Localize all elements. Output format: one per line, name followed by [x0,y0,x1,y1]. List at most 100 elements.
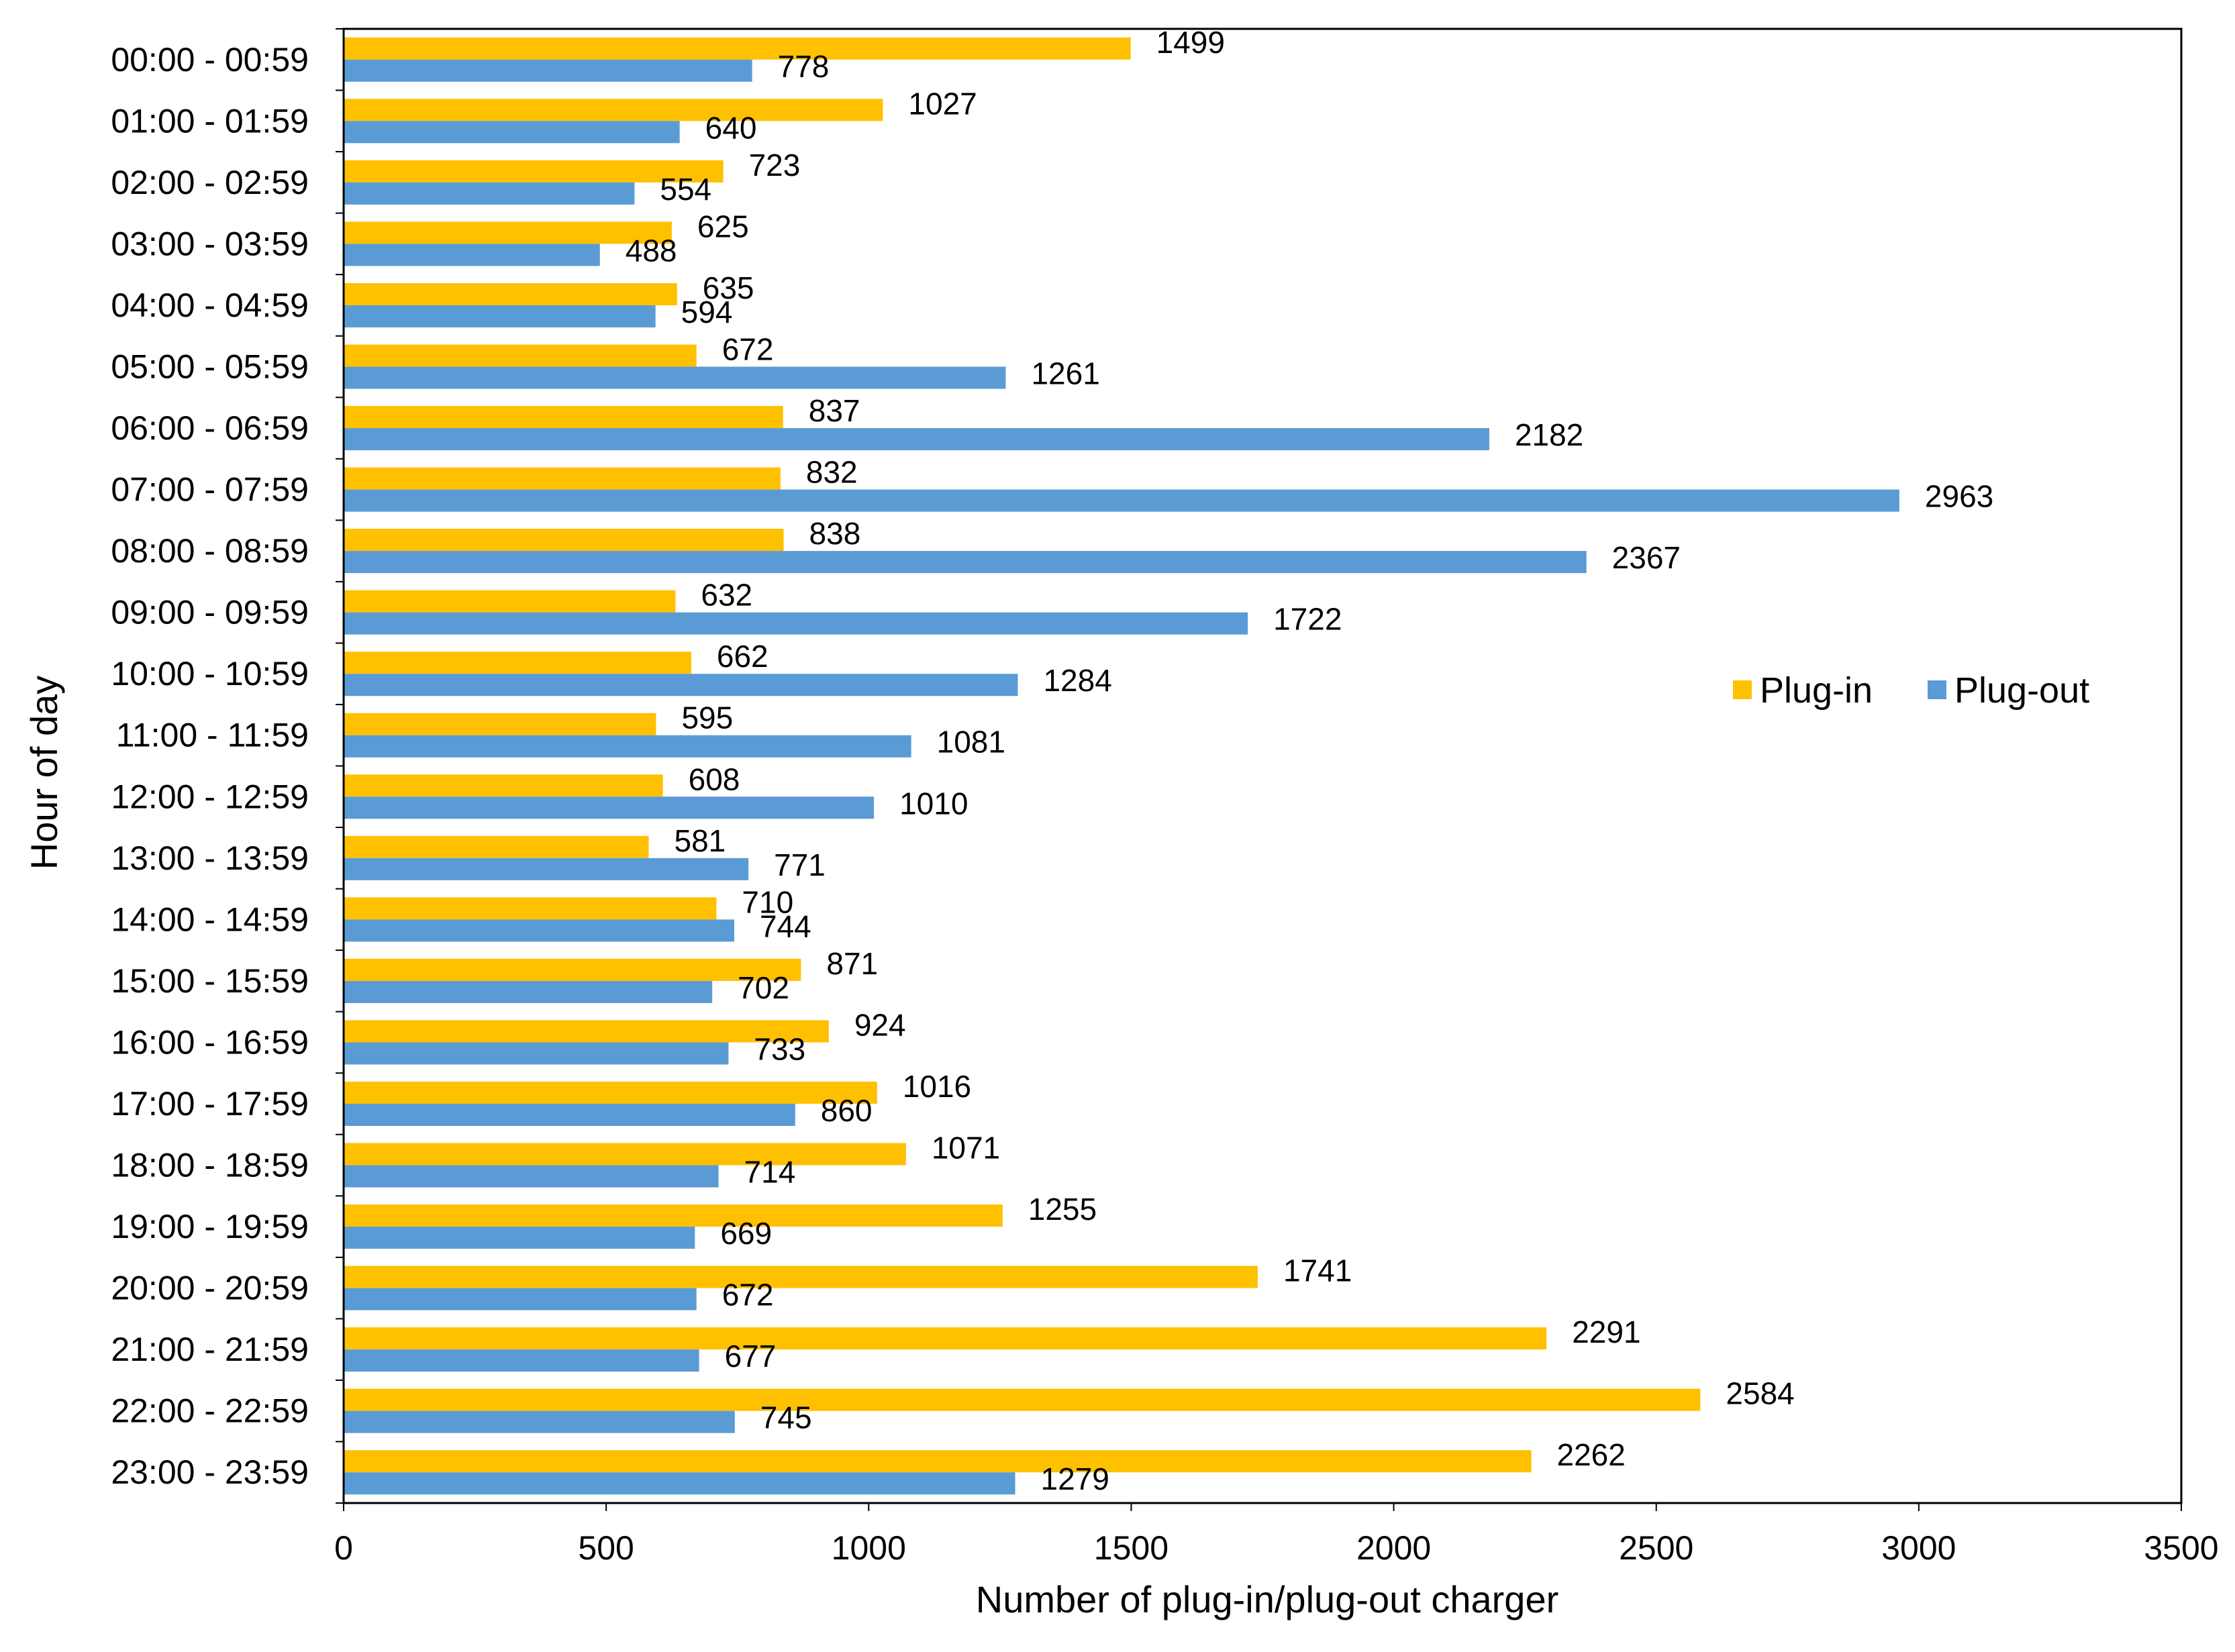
y-axis-title: Hour of day [23,676,65,870]
bar-plug-in [344,652,691,674]
bar-plug-out [344,1288,697,1310]
data-label-plug-out: 488 [626,233,677,268]
bar-plug-in [344,1450,1532,1473]
data-label-plug-out: 1010 [899,786,968,821]
category-label: 13:00 - 13:59 [111,839,309,877]
data-label-plug-out: 714 [744,1155,796,1190]
category-label: 06:00 - 06:59 [111,409,309,447]
data-label-plug-out: 2182 [1515,417,1583,452]
data-label-plug-in: 1016 [903,1069,971,1104]
data-label-plug-in: 837 [809,393,860,428]
category-label: 07:00 - 07:59 [111,471,309,509]
bar-plug-in [344,1388,1701,1411]
bar-plug-out [344,1165,719,1188]
data-label-plug-in: 710 [742,884,793,919]
bar-plug-in [344,713,656,735]
data-label-plug-in: 608 [689,762,740,796]
bar-plug-in [344,282,677,305]
bar-plug-out [344,919,735,942]
data-label-plug-in: 581 [675,823,726,858]
data-label-plug-out: 640 [705,110,757,145]
bar-plug-in [344,467,781,490]
data-label-plug-in: 871 [826,946,878,981]
bar-plug-out [344,980,713,1003]
data-label-plug-out: 1722 [1273,602,1342,637]
data-label-plug-in: 2584 [1726,1376,1794,1411]
data-label-plug-out: 860 [821,1093,873,1128]
data-label-plug-out: 1279 [1041,1461,1109,1496]
bar-plug-out [344,1410,735,1433]
bar-plug-in [344,835,649,858]
data-label-plug-in: 635 [703,270,754,305]
category-label: 15:00 - 15:59 [111,962,309,1000]
bar-plug-in [344,1204,1003,1227]
bar-plug-out [344,551,1587,574]
data-label-plug-in: 924 [854,1007,906,1042]
bar-plug-in [344,160,724,183]
data-label-plug-in: 832 [806,455,858,490]
data-label-plug-out: 733 [754,1031,805,1066]
x-tick-label: 1500 [1094,1529,1169,1567]
bar-plug-in [344,529,784,552]
bar-plug-out [344,858,749,880]
legend-label-plug-in: Plug-in [1760,670,1873,711]
bar-plug-out [344,428,1489,451]
bar-plug-out [344,735,911,758]
data-label-plug-in: 838 [809,516,861,551]
bar-plug-in [344,1020,829,1043]
legend-swatch-plug-in [1733,680,1752,699]
category-label: 14:00 - 14:59 [111,900,309,938]
category-label: 23:00 - 23:59 [111,1453,309,1491]
bar-plug-out [344,305,656,327]
data-label-plug-out: 554 [660,172,711,207]
bar-plug-in [344,344,697,367]
bar-plug-in [344,1143,906,1166]
bar-plug-out [344,59,752,82]
category-label: 18:00 - 18:59 [111,1147,309,1184]
data-label-plug-out: 2963 [1925,479,1993,514]
data-label-plug-out: 672 [722,1278,774,1312]
bar-plug-in [344,37,1131,60]
x-tick-label: 3000 [1881,1529,1956,1567]
category-label: 12:00 - 12:59 [111,778,309,815]
bar-plug-in [344,1266,1258,1288]
bar-plug-in [344,406,783,429]
data-label-plug-in: 1255 [1028,1192,1097,1227]
bar-plug-in [344,221,672,244]
bar-plug-out [344,1472,1015,1495]
bar-plug-out [344,489,1899,512]
data-label-plug-out: 2367 [1612,540,1681,575]
data-label-plug-in: 1027 [908,86,977,121]
x-tick-label: 2500 [1619,1529,1693,1567]
data-label-plug-out: 778 [778,49,830,84]
legend-swatch-plug-out [1928,680,1946,699]
data-label-plug-out: 771 [774,847,826,882]
data-label-plug-out: 744 [760,909,811,943]
data-label-plug-in: 1499 [1156,25,1225,60]
x-tick-label: 0 [334,1529,353,1567]
category-label: 02:00 - 02:59 [111,164,309,201]
bar-plug-out [344,1042,729,1065]
data-label-plug-in: 2262 [1557,1437,1626,1472]
data-label-plug-in: 1071 [932,1131,1000,1166]
category-label: 05:00 - 05:59 [111,348,309,385]
category-label: 00:00 - 00:59 [111,41,309,79]
bar-plug-out [344,121,680,144]
data-label-plug-out: 702 [738,970,789,1005]
category-label: 17:00 - 17:59 [111,1085,309,1123]
category-label: 16:00 - 16:59 [111,1023,309,1061]
category-label: 21:00 - 21:59 [111,1331,309,1368]
data-label-plug-in: 1741 [1283,1253,1352,1288]
bar-plug-in [344,897,717,920]
category-label: 22:00 - 22:59 [111,1392,309,1430]
category-label: 10:00 - 10:59 [111,655,309,692]
data-labels-layer: 1499778102764072355462548863559467212618… [626,25,1994,1496]
data-label-plug-out: 1261 [1031,356,1099,391]
data-label-plug-out: 594 [681,295,733,329]
bar-plug-out [344,366,1006,389]
legend-label-plug-out: Plug-out [1954,670,2089,711]
bar-plug-out [344,244,600,266]
bar-plug-out [344,796,875,819]
